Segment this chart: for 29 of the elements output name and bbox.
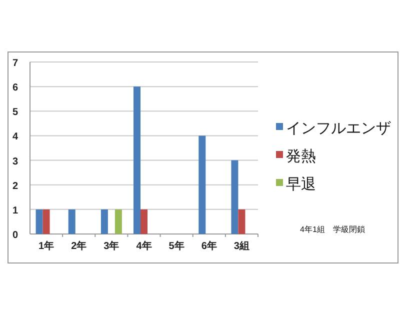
x-tick-label: 3年 [104, 240, 120, 252]
legend-label: インフルエンザ [286, 120, 391, 137]
x-tick-label: 6年 [201, 240, 217, 252]
bar [114, 209, 122, 234]
x-tick-label: 3組 [234, 240, 250, 252]
legend-label: 発熱 [286, 148, 316, 165]
text: 4年1組 学級閉鎖 [300, 225, 365, 234]
y-tick-label: 1 [12, 205, 18, 216]
x-tick-label: 1年 [38, 240, 54, 252]
y-tick-label: 6 [12, 82, 18, 94]
bar [36, 209, 43, 234]
bar [42, 209, 50, 234]
x-tick-label: 2年 [71, 240, 87, 252]
bar [231, 160, 238, 234]
y-tick-label: 7 [12, 58, 18, 69]
bar [68, 209, 76, 234]
bar [140, 209, 148, 234]
y-tick-label: 4 [12, 132, 18, 143]
y-tick-label: 0 [12, 230, 18, 241]
x-tick-label: 5年 [168, 240, 184, 252]
legend-label: 早退 [286, 176, 316, 193]
bar [238, 209, 246, 234]
bar [100, 209, 108, 234]
bar [198, 136, 206, 234]
y-tick-label: 5 [12, 107, 18, 118]
y-tick-label: 2 [12, 180, 18, 192]
bar [134, 86, 140, 234]
y-tick-label: 3 [12, 156, 18, 168]
x-tick-label: 4年 [136, 240, 152, 252]
